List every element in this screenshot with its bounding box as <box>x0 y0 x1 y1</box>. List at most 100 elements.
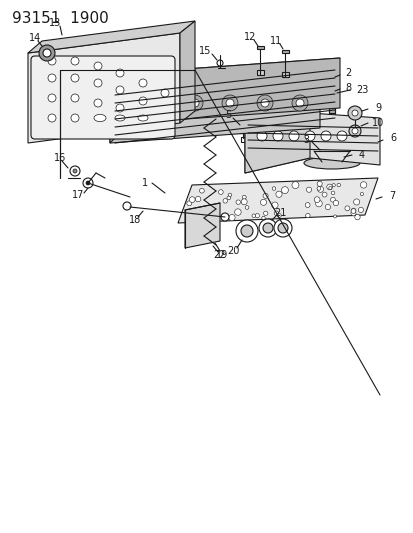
Text: 15: 15 <box>198 46 211 56</box>
Circle shape <box>116 86 124 94</box>
Ellipse shape <box>303 157 359 169</box>
Circle shape <box>273 219 291 237</box>
Circle shape <box>83 178 93 188</box>
Bar <box>328 105 334 113</box>
Circle shape <box>263 211 267 215</box>
Polygon shape <box>110 58 339 93</box>
Circle shape <box>315 200 321 207</box>
Text: 4: 4 <box>358 150 364 160</box>
Text: 2: 2 <box>344 68 350 78</box>
Circle shape <box>221 213 228 221</box>
Text: 14: 14 <box>29 33 41 43</box>
Circle shape <box>48 74 56 82</box>
Polygon shape <box>244 113 309 173</box>
Circle shape <box>260 199 266 205</box>
Circle shape <box>326 184 332 190</box>
Circle shape <box>272 131 282 141</box>
Circle shape <box>359 192 363 196</box>
Circle shape <box>70 166 80 176</box>
Text: 22: 22 <box>213 250 225 260</box>
Circle shape <box>347 106 361 120</box>
Circle shape <box>275 191 281 197</box>
Circle shape <box>71 74 79 82</box>
Circle shape <box>262 193 268 198</box>
Circle shape <box>316 181 321 187</box>
Circle shape <box>240 225 252 237</box>
Circle shape <box>321 192 326 197</box>
Circle shape <box>333 215 336 218</box>
Circle shape <box>73 169 77 173</box>
Bar <box>256 46 263 49</box>
Polygon shape <box>110 77 319 143</box>
Circle shape <box>276 213 280 217</box>
Circle shape <box>259 219 276 237</box>
Circle shape <box>116 104 124 112</box>
Polygon shape <box>110 58 339 143</box>
Polygon shape <box>185 203 219 248</box>
Polygon shape <box>178 178 377 223</box>
Circle shape <box>226 196 230 200</box>
Circle shape <box>256 95 272 111</box>
Circle shape <box>271 187 275 190</box>
Circle shape <box>316 187 320 190</box>
Circle shape <box>241 199 247 205</box>
Circle shape <box>48 57 56 65</box>
Circle shape <box>187 95 202 111</box>
Polygon shape <box>244 113 379 173</box>
Circle shape <box>228 193 231 197</box>
Circle shape <box>186 201 191 206</box>
Circle shape <box>71 94 79 102</box>
Text: 20: 20 <box>226 246 239 256</box>
Circle shape <box>317 186 323 192</box>
Text: 9: 9 <box>374 103 380 113</box>
Circle shape <box>305 213 309 218</box>
Circle shape <box>199 188 204 193</box>
Circle shape <box>281 187 288 193</box>
Circle shape <box>331 183 335 187</box>
Circle shape <box>332 200 338 206</box>
Bar <box>328 80 334 158</box>
Bar <box>281 50 288 53</box>
Text: 7: 7 <box>388 191 394 201</box>
Bar <box>328 153 334 158</box>
Ellipse shape <box>138 115 147 121</box>
Circle shape <box>350 211 355 216</box>
Text: 5: 5 <box>224 110 230 120</box>
Circle shape <box>288 131 298 141</box>
Circle shape <box>330 197 335 202</box>
Text: 13: 13 <box>49 18 61 28</box>
Circle shape <box>71 57 79 65</box>
Circle shape <box>234 209 241 215</box>
Text: 8: 8 <box>344 83 350 93</box>
Polygon shape <box>28 33 180 143</box>
Text: 21: 21 <box>273 208 285 218</box>
Circle shape <box>218 190 223 195</box>
Circle shape <box>328 187 331 190</box>
Text: 11: 11 <box>269 36 281 46</box>
Circle shape <box>139 79 147 87</box>
Circle shape <box>221 95 237 111</box>
Polygon shape <box>180 21 195 123</box>
Circle shape <box>252 214 255 217</box>
Circle shape <box>139 97 147 105</box>
Circle shape <box>48 114 56 122</box>
Circle shape <box>295 99 303 107</box>
Circle shape <box>273 211 278 215</box>
Ellipse shape <box>115 115 125 121</box>
Text: 12: 12 <box>243 32 256 42</box>
Circle shape <box>190 99 199 107</box>
Circle shape <box>242 195 246 199</box>
Text: 16: 16 <box>54 153 66 163</box>
Circle shape <box>86 181 90 185</box>
Text: 93151  1900: 93151 1900 <box>12 11 109 26</box>
Circle shape <box>94 62 102 70</box>
Circle shape <box>116 69 124 77</box>
Text: 3: 3 <box>302 135 309 145</box>
Circle shape <box>235 220 257 242</box>
Circle shape <box>161 89 169 97</box>
Circle shape <box>43 49 51 57</box>
Circle shape <box>336 131 346 141</box>
Circle shape <box>313 197 319 203</box>
Circle shape <box>354 214 359 220</box>
Circle shape <box>306 187 311 192</box>
